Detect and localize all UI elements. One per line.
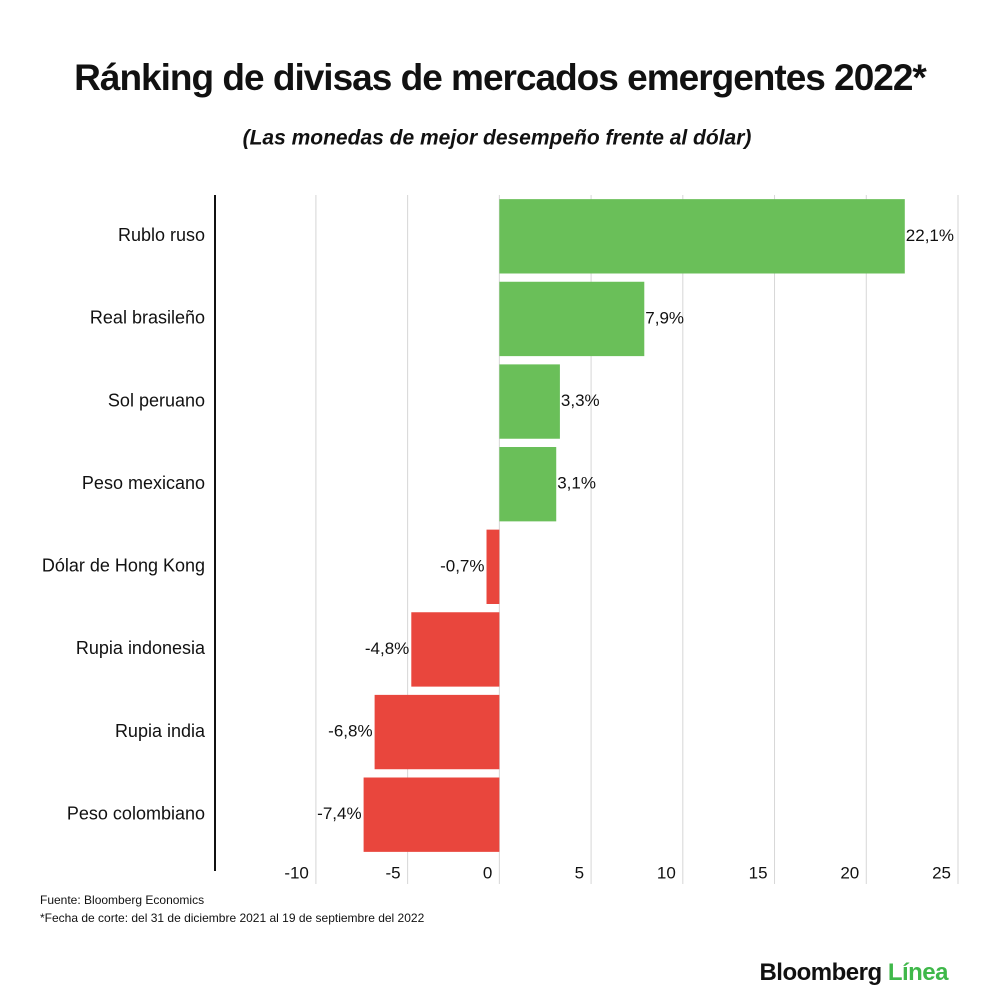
value-label: 7,9% xyxy=(645,308,684,327)
category-label: Sol peruano xyxy=(108,390,205,410)
bar xyxy=(499,281,645,357)
x-tick-label: 15 xyxy=(749,863,768,882)
logo-brand: Bloomberg xyxy=(759,959,881,986)
value-label: 22,1% xyxy=(906,226,954,245)
note: *Fecha de corte: del 31 de diciembre 202… xyxy=(40,911,425,925)
x-tick-label: 25 xyxy=(932,863,951,882)
plot-area: -10 -5 0 5 10 15 20 25 Rublo ruso 22,1% Real brasi… xyxy=(42,195,959,884)
x-tick-label: 5 xyxy=(575,863,584,882)
bar xyxy=(486,529,500,604)
logo-product: Línea xyxy=(888,959,949,986)
chart-title: Ránking de divisas de mercados emergente… xyxy=(74,57,927,98)
x-tick-label: -5 xyxy=(386,863,401,882)
bar xyxy=(411,612,500,687)
value-label: 3,3% xyxy=(561,391,600,410)
x-tick-label: 20 xyxy=(840,863,859,882)
bar xyxy=(499,199,905,274)
chart-subtitle: (Las monedas de mejor desempeño frente a… xyxy=(243,127,752,150)
x-tick-label: -10 xyxy=(284,863,309,882)
value-label: 3,1% xyxy=(557,474,596,493)
bar xyxy=(499,447,557,522)
value-label: -7,4% xyxy=(317,804,361,823)
source: Fuente: Bloomberg Economics xyxy=(40,893,204,907)
logo: Bloomberg Línea xyxy=(759,959,949,986)
category-label: Real brasileño xyxy=(90,308,205,328)
category-label: Dólar de Hong Kong xyxy=(42,556,205,576)
category-label: Peso colombiano xyxy=(67,803,205,823)
category-label: Rublo ruso xyxy=(118,225,205,245)
category-label: Rupia indonesia xyxy=(76,638,206,658)
value-label: -6,8% xyxy=(328,722,372,741)
x-tick-label: 0 xyxy=(483,863,492,882)
bar xyxy=(374,694,500,770)
category-label: Peso mexicano xyxy=(82,473,205,493)
bar xyxy=(499,364,560,439)
bar xyxy=(363,777,500,852)
value-label: -0,7% xyxy=(440,556,484,575)
category-label: Rupia india xyxy=(115,721,206,741)
value-label: -4,8% xyxy=(365,639,409,658)
x-tick-label: 10 xyxy=(657,863,676,882)
